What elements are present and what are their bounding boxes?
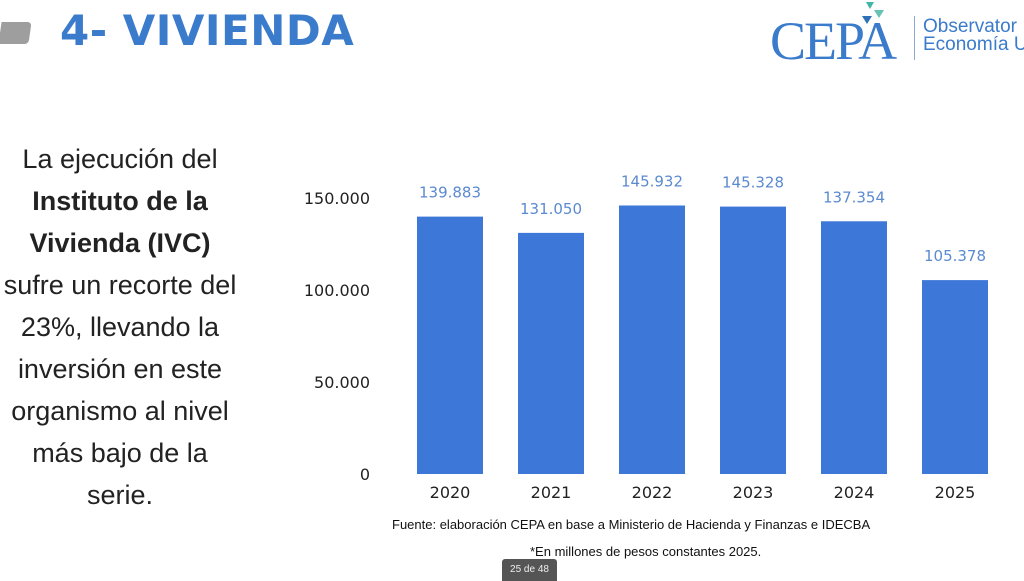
bar-2023 (720, 206, 786, 474)
y-tick-label: 100.000 (304, 281, 370, 300)
logo-subtitle: Observator Economía U (923, 16, 1024, 55)
bar-2022 (619, 205, 685, 475)
data-label: 137.354 (823, 188, 885, 206)
data-label: 145.932 (621, 172, 683, 190)
x-tick-label: 2025 (935, 483, 976, 502)
data-label: 139.883 (419, 184, 481, 202)
page-indicator[interactable]: 25 de 48 (502, 559, 557, 581)
slide-title: 4- VIVIENDA (60, 6, 355, 55)
bar-2020 (417, 216, 483, 474)
x-tick-label: 2022 (632, 483, 673, 502)
bar-2024 (821, 221, 887, 474)
data-label: 105.378 (924, 247, 986, 265)
y-tick-label: 0 (360, 465, 370, 484)
x-tick-label: 2023 (733, 483, 774, 502)
x-tick-label: 2024 (834, 483, 875, 502)
logo-separator (914, 16, 915, 60)
data-label: 145.328 (722, 174, 784, 192)
bar-2021 (518, 232, 584, 474)
data-label: 131.050 (520, 200, 582, 218)
y-tick-label: 50.000 (314, 373, 370, 392)
bar-2025 (922, 280, 988, 474)
x-tick-label: 2020 (430, 483, 471, 502)
source-note: Fuente: elaboración CEPA en base a Minis… (392, 517, 871, 532)
y-tick-label: 150.000 (304, 189, 370, 208)
logo-triangles-icon (862, 2, 884, 24)
side-text: La ejecución del Instituto de la Viviend… (3, 144, 237, 510)
units-note: *En millones de pesos constantes 2025. (530, 544, 762, 559)
x-tick-label: 2021 (531, 483, 572, 502)
